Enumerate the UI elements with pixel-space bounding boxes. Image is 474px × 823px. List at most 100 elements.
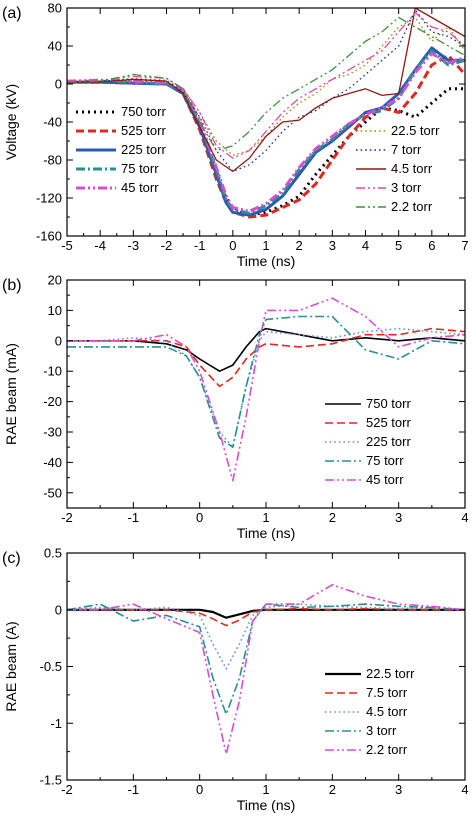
- legend-label: 7.5 torr: [366, 685, 408, 700]
- y-tick-label: -30: [43, 425, 62, 440]
- series-group: [67, 8, 465, 219]
- y-tick-label: -40: [43, 455, 62, 470]
- series-line-5: [67, 16, 465, 156]
- x-axis-label: Time (ns): [237, 525, 296, 541]
- series-group: [67, 583, 465, 755]
- y-tick-label: -50: [43, 485, 62, 500]
- legend-label: 2.2 torr: [391, 199, 433, 214]
- y-tick-label: -20: [43, 394, 62, 409]
- x-tick-label: 0: [196, 510, 203, 525]
- legend-label: 525 torr: [121, 123, 166, 138]
- legend-label: 4.5 torr: [366, 704, 408, 719]
- y-tick-label: 0: [55, 333, 62, 348]
- x-tick-label: -1: [128, 510, 140, 525]
- x-tick-label: 1: [262, 510, 269, 525]
- x-tick-label: -3: [128, 238, 140, 253]
- series-line-3: [67, 315, 465, 449]
- panel-label: (a): [2, 5, 22, 22]
- x-axis-label: Time (ns): [237, 797, 296, 813]
- x-tick-label: 3: [395, 782, 402, 797]
- series-line-4: [67, 583, 465, 755]
- chart-panel-2: -2 -1 0 1 2 3 4 -1.5 -1 -0.5 0 0.5 Time (ns) RAE beam…: [2, 546, 469, 814]
- y-tick-label: 80: [48, 1, 62, 16]
- legend-label: 225 torr: [366, 434, 411, 449]
- series-group: [67, 297, 465, 482]
- panel-label: (b): [2, 277, 22, 294]
- legend-label: 45 torr: [366, 472, 404, 487]
- series-line-4: [67, 297, 465, 482]
- legend: 750 torr 525 torr 225 torr 75 torr 45 torr: [325, 396, 411, 487]
- y-tick-label: 0: [55, 602, 62, 617]
- y-tick-label: -160: [36, 229, 62, 244]
- legend-label: 22.5 torr: [366, 666, 415, 681]
- y-axis-label: Voltage (kV): [3, 84, 19, 160]
- x-tick-label: -2: [61, 510, 73, 525]
- plot-frame: [66, 279, 466, 509]
- legend-label: 4.5 torr: [391, 161, 433, 176]
- y-tick-label: -1.5: [40, 773, 62, 788]
- series-line-1: [67, 327, 465, 388]
- legend-label: 750 torr: [366, 396, 411, 411]
- y-tick-label: -120: [36, 191, 62, 206]
- y-tick-label: 20: [48, 273, 62, 288]
- x-tick-label: -2: [161, 238, 173, 253]
- legend-label: 75 torr: [366, 453, 404, 468]
- legend-label: 3 torr: [366, 723, 397, 738]
- x-tick-label: 1: [262, 782, 269, 797]
- series-line-0: [67, 327, 465, 373]
- legend-label: 75 torr: [121, 161, 159, 176]
- panel-label: (c): [2, 550, 21, 567]
- x-tick-label: -5: [61, 238, 73, 253]
- x-axis-label: Time (ns): [237, 253, 296, 269]
- legend: 750 torr 525 torr 225 torr 75 torr 45 torr: [76, 104, 166, 195]
- series-line-3: [67, 603, 465, 716]
- y-tick-label: -80: [43, 153, 62, 168]
- legend-label: 2.2 torr: [366, 742, 408, 757]
- y-tick-label: -10: [43, 364, 62, 379]
- y-tick-label: 0: [55, 77, 62, 92]
- x-tick-label: 2: [329, 510, 336, 525]
- x-tick-label: -4: [94, 238, 106, 253]
- x-tick-label: 5: [395, 238, 402, 253]
- series-line-2: [67, 46, 465, 217]
- x-tick-label: 6: [428, 238, 435, 253]
- x-tick-label: 3: [329, 238, 336, 253]
- legend: 22.5 torr 7.5 torr 4.5 torr 3 torr 2.2 torr: [325, 666, 415, 757]
- y-tick-label: 10: [48, 303, 62, 318]
- series-line-2: [67, 603, 465, 670]
- legend-label: 750 torr: [121, 104, 166, 119]
- legend: 22.5 torr 7 torr 4.5 torr 3 torr 2.2 torr: [356, 123, 440, 214]
- series-line-4: [67, 52, 465, 213]
- chart-panel-0: -5 -4 -3 -2 -1 0 1 2 3 4 5 6 7 -160 -120 -80 -40 0 40 80 Tim…: [2, 1, 469, 270]
- x-tick-label: 4: [461, 510, 468, 525]
- x-tick-label: 7: [461, 238, 468, 253]
- series-line-2: [67, 327, 465, 449]
- legend-label: 45 torr: [121, 180, 159, 195]
- y-tick-label: -40: [43, 115, 62, 130]
- x-tick-label: -1: [128, 782, 140, 797]
- x-tick-label: 2: [329, 782, 336, 797]
- legend-label: 3 torr: [391, 180, 422, 195]
- series-line-1: [67, 607, 465, 627]
- series-line-8: [67, 12, 465, 159]
- x-tick-label: 4: [461, 782, 468, 797]
- y-tick-label: 0.5: [44, 546, 62, 561]
- x-tick-label: 1: [262, 238, 269, 253]
- x-tick-label: 3: [395, 510, 402, 525]
- x-tick-label: 0: [229, 238, 236, 253]
- legend-label: 225 torr: [121, 142, 166, 157]
- series-line-0: [67, 608, 465, 619]
- y-axis-label: RAE beam (mA): [3, 343, 19, 445]
- x-tick-label: 2: [296, 238, 303, 253]
- x-tick-label: -1: [194, 238, 206, 253]
- y-axis-label: RAE beam (A): [3, 621, 19, 711]
- y-tick-label: 40: [48, 39, 62, 54]
- legend-label: 7 torr: [391, 142, 422, 157]
- x-tick-label: 0: [196, 782, 203, 797]
- x-tick-label: 4: [362, 238, 369, 253]
- y-tick-label: -0.5: [40, 659, 62, 674]
- series-line-7: [67, 8, 465, 173]
- x-tick-label: -2: [61, 782, 73, 797]
- series-line-9: [67, 16, 465, 152]
